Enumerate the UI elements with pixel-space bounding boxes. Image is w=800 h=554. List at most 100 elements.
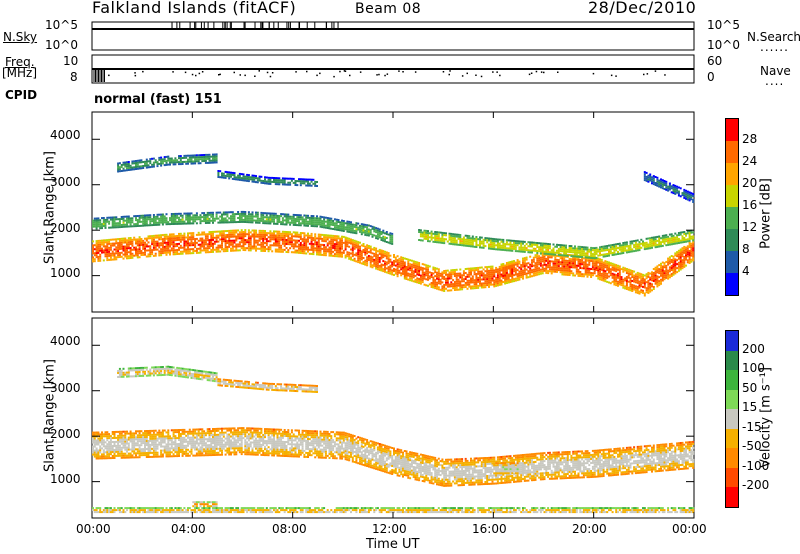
data-cell <box>470 237 472 240</box>
data-cell <box>636 243 639 246</box>
data-cell <box>287 181 290 184</box>
data-cell <box>151 218 154 221</box>
data-cell <box>238 243 241 246</box>
data-cell <box>629 287 632 290</box>
data-cell <box>237 237 240 240</box>
data-cell <box>299 218 302 221</box>
data-cell <box>323 218 326 221</box>
data-cell <box>163 245 166 248</box>
data-cell <box>509 281 512 283</box>
data-cell <box>681 249 684 252</box>
data-cell <box>255 247 257 250</box>
data-cell <box>373 262 376 265</box>
data-cell <box>163 241 166 244</box>
data-cell <box>513 262 515 265</box>
data-cell <box>161 215 164 218</box>
data-cell <box>452 239 455 242</box>
data-cell <box>369 259 372 262</box>
data-cell <box>183 154 186 157</box>
data-cell <box>262 239 265 242</box>
data-cell <box>317 217 320 220</box>
data-cell <box>590 254 593 257</box>
data-cell <box>493 248 496 251</box>
data-cell <box>289 243 292 246</box>
data-cell <box>172 237 175 240</box>
data-cell <box>591 266 594 269</box>
data-cell <box>484 245 487 248</box>
freq-dot <box>492 71 494 73</box>
data-cell <box>502 269 505 271</box>
data-cell <box>557 244 560 246</box>
data-cell <box>364 251 367 254</box>
data-cell <box>170 239 173 242</box>
data-cell <box>658 239 661 242</box>
data-cell <box>559 271 562 274</box>
data-cell <box>247 176 250 179</box>
data-cell <box>538 263 541 266</box>
data-cell <box>520 244 523 247</box>
data-cell <box>565 263 567 266</box>
data-cell <box>221 176 223 179</box>
data-cell <box>604 276 607 279</box>
data-cell <box>425 278 428 281</box>
data-cell <box>267 250 270 253</box>
data-cell <box>242 175 245 178</box>
data-cell <box>486 266 489 269</box>
data-cell <box>640 289 643 292</box>
data-cell <box>208 219 211 222</box>
data-cell <box>360 252 363 255</box>
data-cell <box>206 217 209 220</box>
data-cell <box>668 258 671 261</box>
data-cell <box>423 283 426 286</box>
data-cell <box>543 267 546 270</box>
data-cell <box>178 246 180 249</box>
data-cell <box>453 239 456 242</box>
data-cell <box>242 179 245 182</box>
data-cell <box>310 236 313 239</box>
data-cell <box>617 266 619 269</box>
data-cell <box>235 249 238 252</box>
data-cell <box>566 265 569 268</box>
data-cell <box>428 271 431 274</box>
data-cell <box>215 159 218 162</box>
data-cell <box>441 235 444 238</box>
data-cell <box>333 222 336 225</box>
data-cell <box>330 221 333 224</box>
data-cell <box>332 244 335 247</box>
data-cell <box>199 156 202 159</box>
data-cell <box>448 289 451 292</box>
data-cell <box>554 253 557 256</box>
data-cell <box>307 184 309 187</box>
data-cell <box>346 237 349 240</box>
data-cell <box>617 280 619 283</box>
data-cell <box>195 247 198 250</box>
data-cell <box>253 245 256 248</box>
data-cell <box>344 242 347 245</box>
data-cell <box>181 216 184 219</box>
data-cell <box>102 219 105 221</box>
data-cell <box>292 221 295 224</box>
data-cell <box>264 238 266 240</box>
data-cell <box>310 246 313 249</box>
data-cell <box>342 226 345 228</box>
data-cell <box>301 216 304 219</box>
data-cell <box>127 219 130 222</box>
data-cell <box>179 159 182 162</box>
data-cell <box>212 246 214 249</box>
data-cell <box>523 263 526 266</box>
data-cell <box>608 267 610 270</box>
data-cell <box>298 224 300 227</box>
data-cell <box>600 247 603 250</box>
data-cell <box>212 242 214 245</box>
nsky-tick-bottom: 10^0 <box>45 38 78 52</box>
data-cell <box>276 248 279 251</box>
data-cell <box>412 272 415 275</box>
data-cell <box>237 221 240 223</box>
data-cell <box>615 243 618 246</box>
data-cell <box>276 238 279 241</box>
data-cell <box>185 242 188 245</box>
data-cell <box>328 234 331 237</box>
data-cell <box>265 234 268 237</box>
data-cell <box>629 244 632 247</box>
data-cell <box>470 269 472 272</box>
